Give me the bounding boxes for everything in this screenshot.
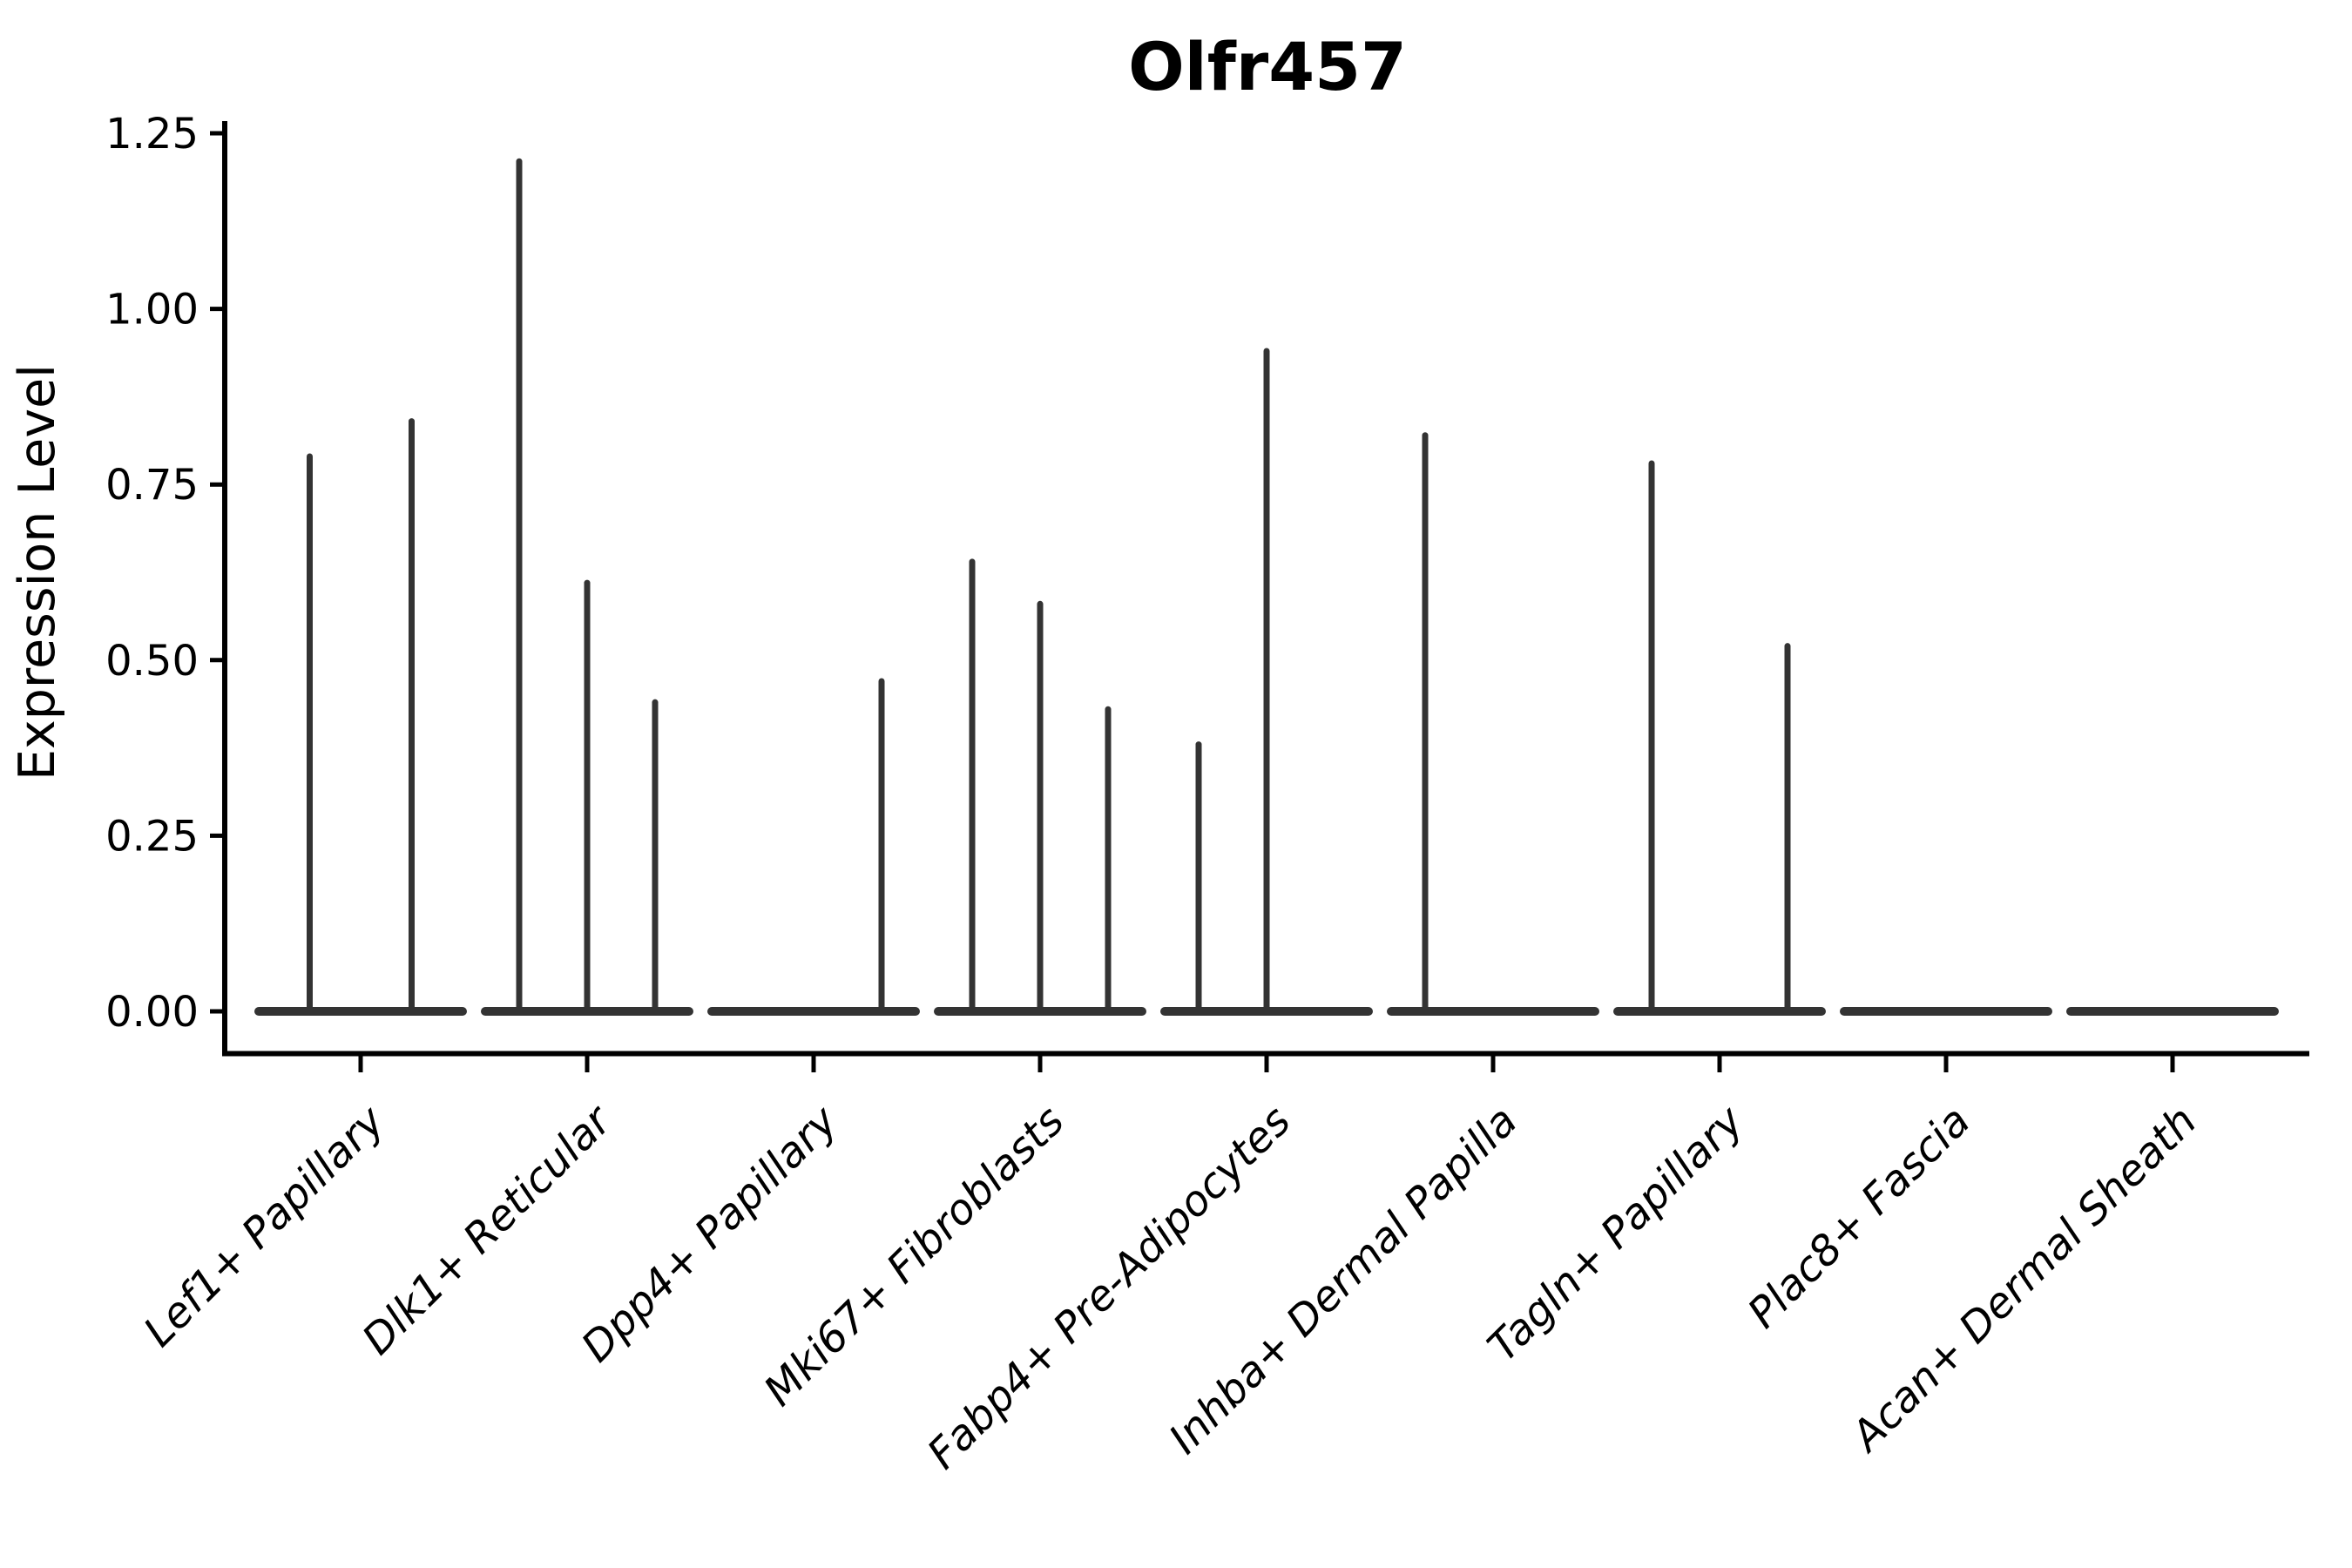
y-tick-label: 0.00 <box>105 988 199 1037</box>
y-tick-label: 0.50 <box>105 637 199 686</box>
y-tick-label: 1.00 <box>105 286 199 335</box>
violin-group <box>934 558 1146 1016</box>
y-tick-label: 0.25 <box>105 812 199 861</box>
violin-group <box>254 418 467 1016</box>
violin-group <box>481 158 693 1016</box>
x-tick-label: Fabp4+ Pre-Adipocytes <box>918 1097 1301 1479</box>
y-tick-label: 0.75 <box>105 461 199 510</box>
violin-group <box>1387 432 1599 1016</box>
violin-group <box>707 678 920 1016</box>
x-tick-label: Lef1+ Papillary <box>134 1096 395 1356</box>
y-axis-label: Expression Level <box>9 364 66 781</box>
y-axis-ticks: 0.00 0.25 0.50 0.75 1.00 1.25 <box>105 110 225 1037</box>
violins <box>254 158 2279 1016</box>
x-tick-label: Dlk1+ Reticular <box>353 1095 623 1365</box>
x-tick-label: Plac8+ Fascia <box>1739 1097 1980 1338</box>
violin-group <box>1613 460 1826 1016</box>
violin-group <box>1160 348 1373 1016</box>
y-tick-label: 1.25 <box>105 110 199 159</box>
chart-title: Olfr457 <box>1128 28 1407 105</box>
